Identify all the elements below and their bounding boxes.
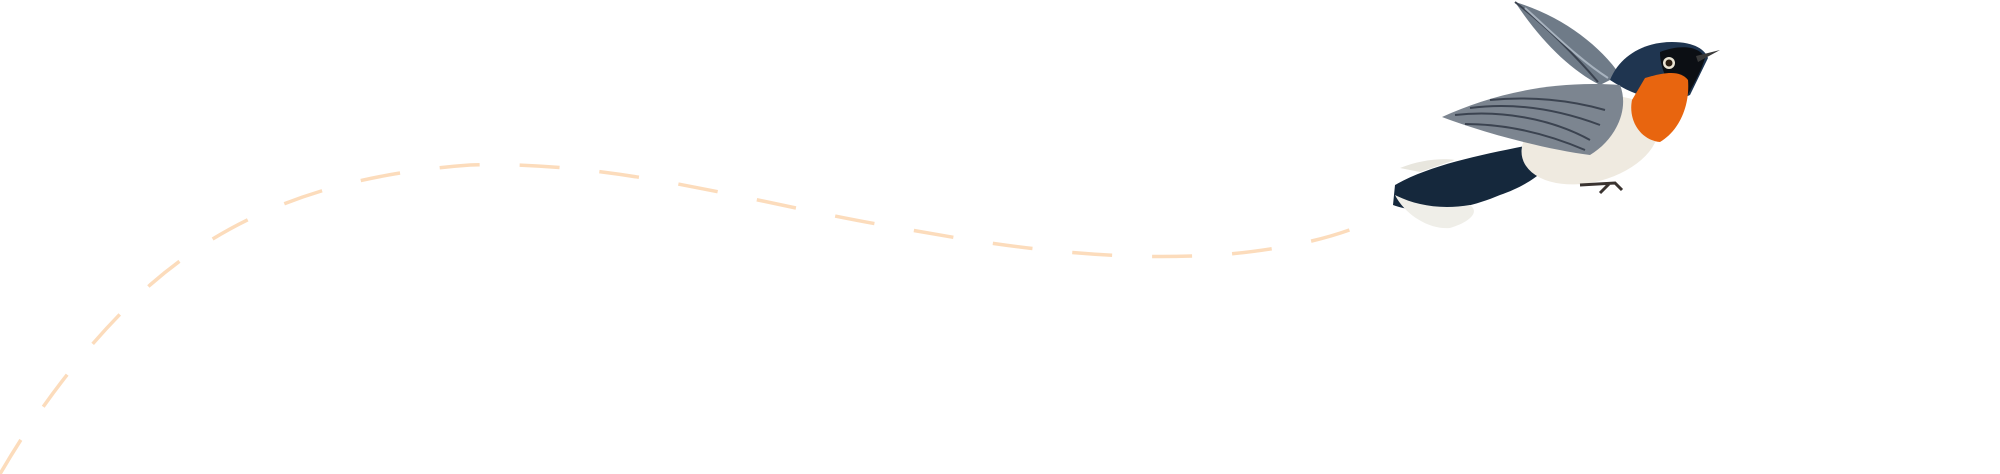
bird-image [1393, 1, 1720, 229]
bird-throat [1631, 73, 1689, 142]
bird-beak [1696, 50, 1720, 62]
bird-tail [1393, 145, 1555, 211]
dashed-flight-path [0, 162, 1361, 474]
bird-leg [1579, 181, 1624, 195]
